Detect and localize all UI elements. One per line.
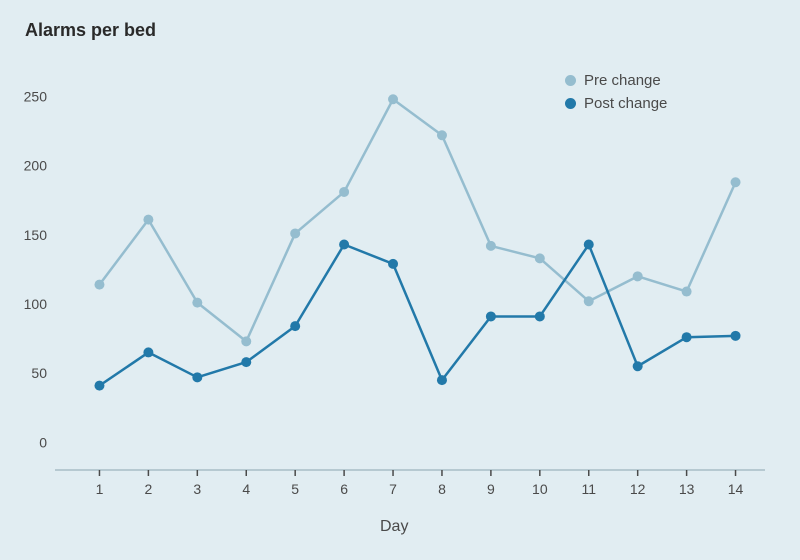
- series-marker: [731, 331, 741, 341]
- series-marker: [682, 287, 692, 297]
- series-marker: [290, 228, 300, 238]
- series-marker: [486, 241, 496, 251]
- legend-label: Post change: [584, 95, 667, 112]
- series-marker: [192, 372, 202, 382]
- x-tick-label: 6: [340, 481, 348, 497]
- x-tick-label: 5: [291, 481, 299, 497]
- x-tick-label: 12: [630, 481, 646, 497]
- series-marker: [633, 271, 643, 281]
- y-tick-label: 150: [24, 227, 48, 243]
- x-tick-label: 10: [532, 481, 548, 497]
- series-marker: [290, 321, 300, 331]
- alarms-chart: Alarms per bed 1234567891011121314050100…: [0, 0, 800, 560]
- series-marker: [143, 347, 153, 357]
- series-marker: [535, 253, 545, 263]
- series-marker: [584, 296, 594, 306]
- x-tick-label: 3: [193, 481, 201, 497]
- y-tick-label: 0: [39, 434, 47, 450]
- x-tick-label: 14: [728, 481, 744, 497]
- series-marker: [94, 381, 104, 391]
- legend-label: Pre change: [584, 72, 661, 89]
- series-marker: [388, 259, 398, 269]
- series-marker: [339, 187, 349, 197]
- series-marker: [682, 332, 692, 342]
- x-tick-label: 13: [679, 481, 695, 497]
- series-marker: [437, 130, 447, 140]
- series-marker: [437, 375, 447, 385]
- x-tick-label: 9: [487, 481, 495, 497]
- series-marker: [339, 240, 349, 250]
- y-tick-label: 250: [24, 89, 48, 105]
- x-axis-label: Day: [380, 518, 408, 536]
- legend-marker: [565, 98, 576, 109]
- series-marker: [388, 94, 398, 104]
- series-marker: [535, 311, 545, 321]
- series-marker: [94, 280, 104, 290]
- x-tick-label: 4: [242, 481, 250, 497]
- series-marker: [731, 177, 741, 187]
- y-tick-label: 100: [24, 296, 48, 312]
- legend-item: Pre change: [565, 72, 667, 89]
- series-marker: [486, 311, 496, 321]
- legend-marker: [565, 75, 576, 86]
- series-marker: [192, 298, 202, 308]
- series-marker: [633, 361, 643, 371]
- series-marker: [143, 215, 153, 225]
- series-marker: [241, 336, 251, 346]
- legend-item: Post change: [565, 95, 667, 112]
- y-tick-label: 200: [24, 158, 48, 174]
- x-tick-label: 7: [389, 481, 397, 497]
- series-marker: [584, 240, 594, 250]
- x-tick-label: 1: [96, 481, 104, 497]
- x-tick-label: 8: [438, 481, 446, 497]
- x-tick-label: 2: [144, 481, 152, 497]
- series-marker: [241, 357, 251, 367]
- y-tick-label: 50: [31, 365, 47, 381]
- chart-plot-svg: 1234567891011121314050100150200250: [0, 0, 800, 560]
- chart-legend: Pre change Post change: [565, 72, 667, 118]
- x-tick-label: 11: [581, 481, 596, 497]
